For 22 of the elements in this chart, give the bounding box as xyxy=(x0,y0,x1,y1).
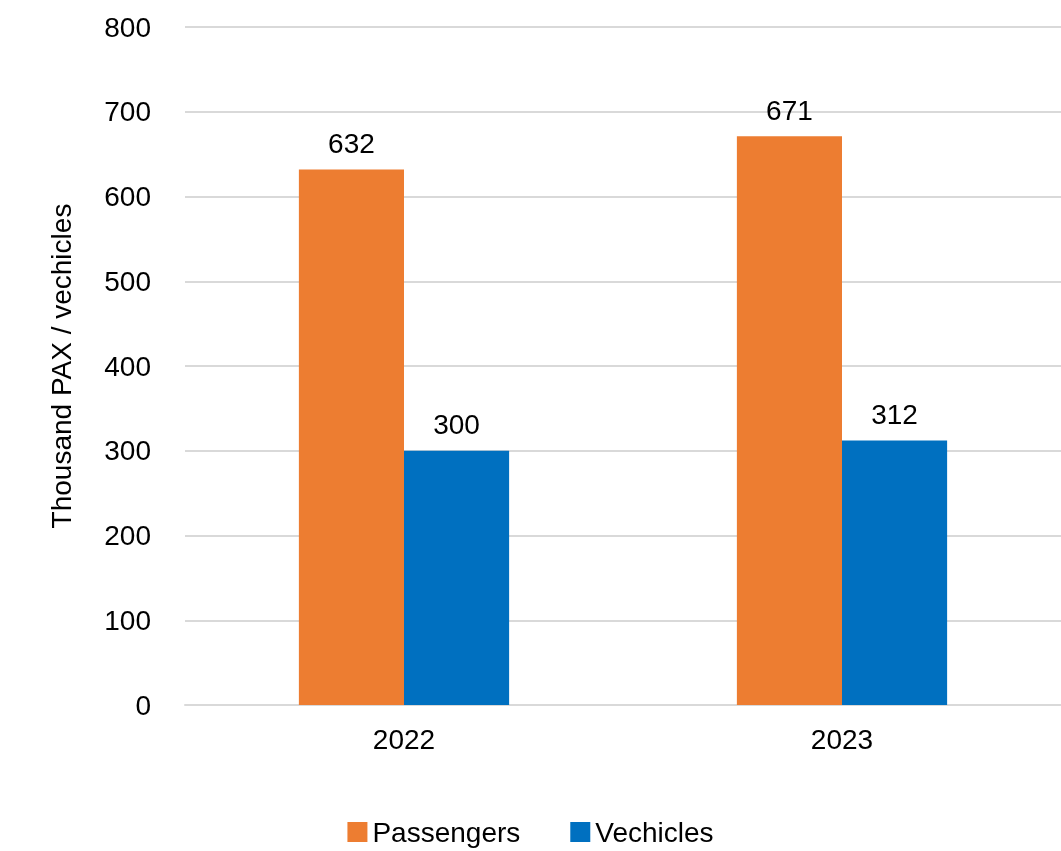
y-axis-title: Thousand PAX / vechicles xyxy=(45,203,77,529)
legend-label: Vechicles xyxy=(595,816,714,848)
y-tick-label: 200 xyxy=(104,520,151,551)
y-tick-label: 100 xyxy=(104,604,151,636)
bar xyxy=(404,450,510,705)
data-label: 312 xyxy=(871,399,918,431)
data-label: 632 xyxy=(328,127,375,159)
bar xyxy=(736,136,842,705)
x-tick-label: 2022 xyxy=(372,723,436,755)
legend-label: Passengers xyxy=(372,816,521,848)
y-tick-label: 0 xyxy=(135,689,151,721)
y-tick-label: 500 xyxy=(104,265,151,297)
bar xyxy=(298,169,404,705)
y-tick-label: 700 xyxy=(104,96,151,128)
y-tick-label: 400 xyxy=(104,350,151,382)
data-label: 300 xyxy=(433,409,480,441)
bar xyxy=(842,440,948,705)
y-tick-label: 800 xyxy=(104,11,151,43)
data-label: 671 xyxy=(766,94,813,126)
y-tick-label: 600 xyxy=(104,181,151,212)
y-tick-label: 300 xyxy=(104,435,151,467)
x-tick-label: 2023 xyxy=(810,723,874,755)
